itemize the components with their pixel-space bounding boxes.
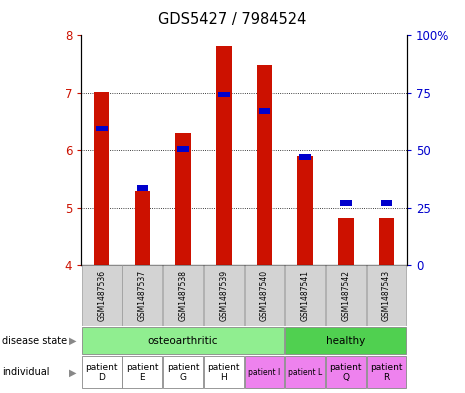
Bar — [175, 133, 191, 265]
Text: GSM1487542: GSM1487542 — [341, 270, 350, 321]
Bar — [340, 200, 352, 206]
FancyBboxPatch shape — [326, 265, 366, 326]
Text: patient I: patient I — [248, 368, 280, 377]
Bar — [94, 92, 109, 265]
Bar — [259, 108, 270, 114]
FancyBboxPatch shape — [245, 265, 285, 326]
Bar — [285, 327, 406, 354]
Text: ▶: ▶ — [69, 367, 77, 377]
FancyBboxPatch shape — [163, 265, 203, 326]
Text: patient
G: patient G — [167, 363, 199, 382]
Bar — [299, 154, 311, 160]
Text: GSM1487543: GSM1487543 — [382, 270, 391, 321]
Bar — [379, 218, 394, 265]
Bar — [137, 185, 148, 191]
Bar — [285, 356, 325, 388]
Bar — [218, 92, 230, 97]
Text: osteoarthritic: osteoarthritic — [148, 336, 219, 346]
Text: GSM1487539: GSM1487539 — [219, 270, 228, 321]
Bar — [381, 200, 392, 206]
Text: patient
H: patient H — [207, 363, 240, 382]
Bar — [326, 356, 366, 388]
Bar — [96, 126, 107, 131]
Text: patient
E: patient E — [126, 363, 159, 382]
Text: GSM1487540: GSM1487540 — [260, 270, 269, 321]
Text: disease state: disease state — [2, 336, 67, 346]
Bar — [257, 65, 272, 265]
Text: patient L: patient L — [288, 368, 322, 377]
Bar — [177, 146, 189, 152]
Text: GSM1487541: GSM1487541 — [301, 270, 310, 321]
Bar — [135, 191, 150, 265]
Bar — [82, 356, 122, 388]
Text: patient
R: patient R — [370, 363, 403, 382]
Bar — [122, 356, 162, 388]
Text: GSM1487537: GSM1487537 — [138, 270, 147, 321]
Bar — [82, 327, 285, 354]
FancyBboxPatch shape — [122, 265, 162, 326]
Text: GSM1487538: GSM1487538 — [179, 270, 187, 321]
Bar — [338, 218, 353, 265]
Bar — [245, 356, 285, 388]
Text: GDS5427 / 7984524: GDS5427 / 7984524 — [158, 12, 307, 27]
FancyBboxPatch shape — [285, 265, 325, 326]
FancyBboxPatch shape — [82, 265, 122, 326]
Text: individual: individual — [2, 367, 50, 377]
Text: patient
D: patient D — [86, 363, 118, 382]
Text: ▶: ▶ — [69, 336, 77, 346]
Text: healthy: healthy — [326, 336, 365, 346]
FancyBboxPatch shape — [204, 265, 244, 326]
Bar — [298, 156, 313, 265]
Bar — [366, 356, 406, 388]
Text: patient
Q: patient Q — [330, 363, 362, 382]
Text: GSM1487536: GSM1487536 — [97, 270, 106, 321]
FancyBboxPatch shape — [366, 265, 406, 326]
Bar — [204, 356, 244, 388]
Bar — [163, 356, 203, 388]
Bar — [216, 46, 232, 265]
